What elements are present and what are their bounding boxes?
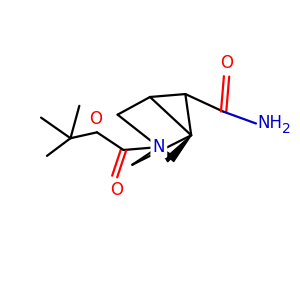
- Text: O: O: [89, 110, 102, 128]
- Text: N: N: [153, 138, 165, 156]
- Text: NH: NH: [257, 115, 283, 133]
- Polygon shape: [159, 147, 173, 162]
- Text: 2: 2: [282, 122, 291, 136]
- Polygon shape: [167, 135, 191, 161]
- Text: O: O: [220, 54, 233, 72]
- Text: O: O: [110, 181, 123, 199]
